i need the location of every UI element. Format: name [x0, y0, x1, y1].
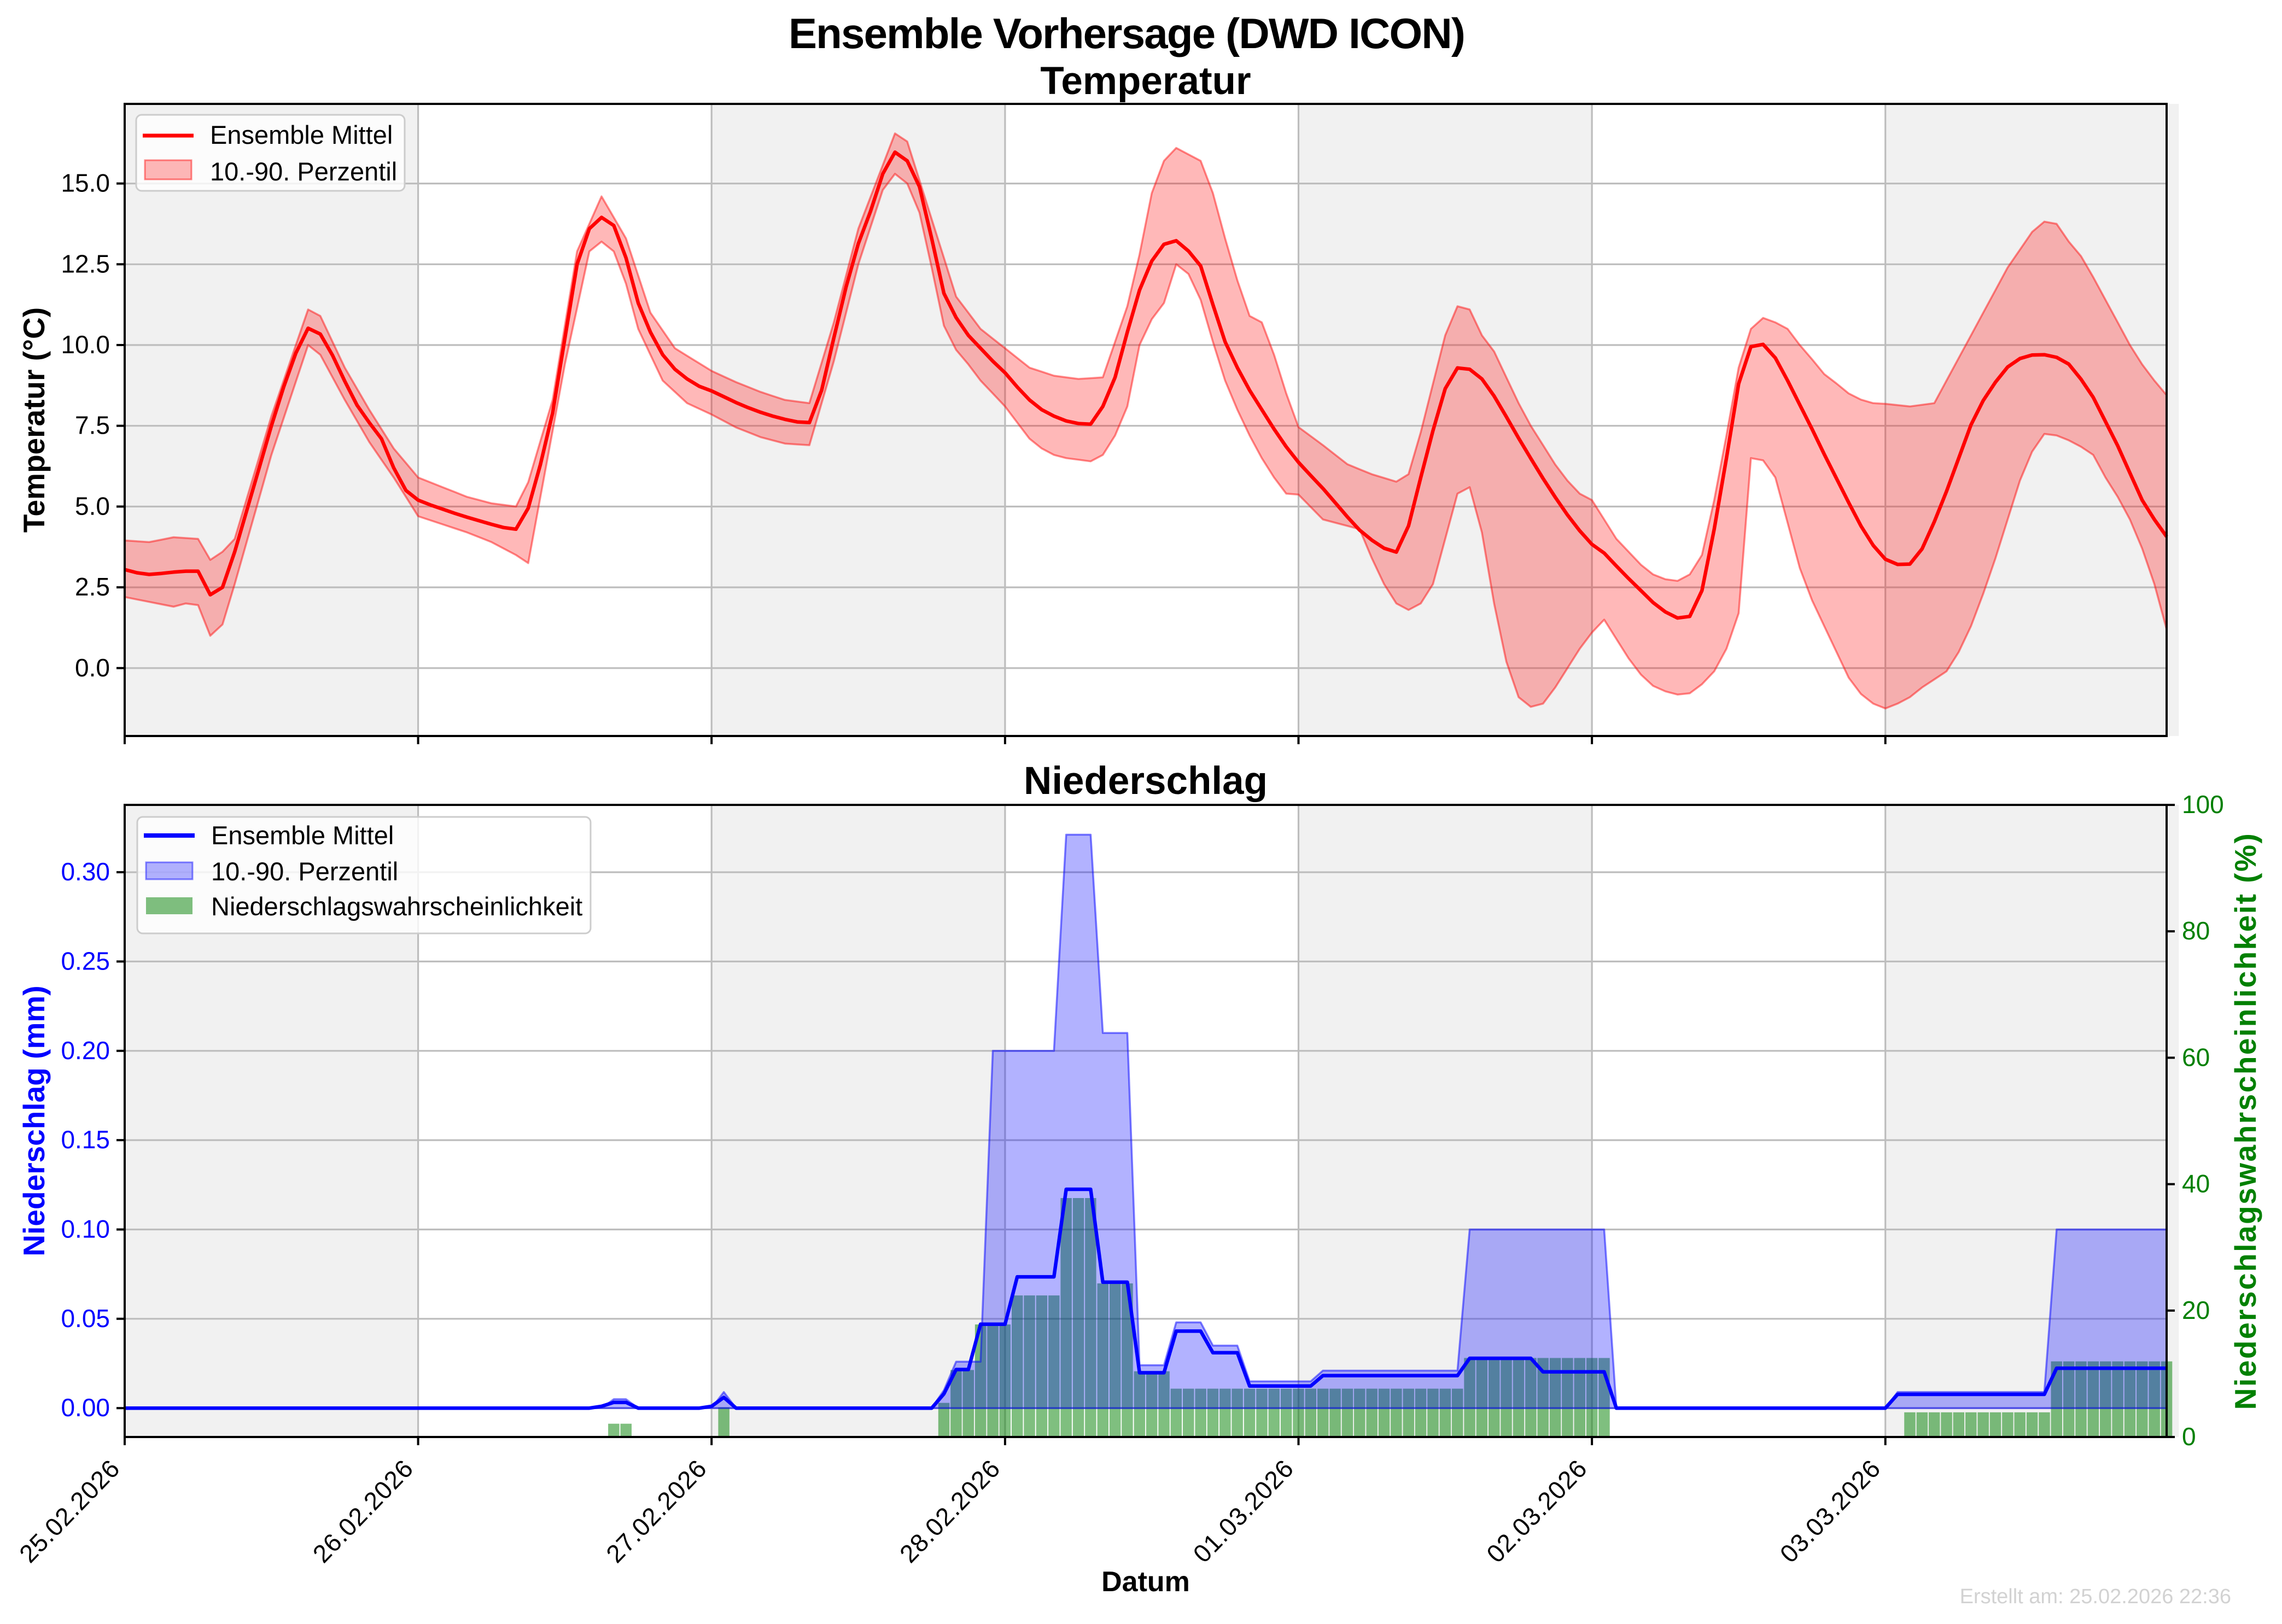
svg-text:15.0: 15.0 [61, 169, 110, 197]
svg-text:5.0: 5.0 [75, 492, 110, 520]
svg-text:Ensemble Mittel: Ensemble Mittel [210, 120, 393, 149]
svg-text:Niederschlagswahrscheinlichkei: Niederschlagswahrscheinlichkeit (%) [2228, 832, 2262, 1410]
svg-text:0.05: 0.05 [61, 1304, 110, 1333]
svg-text:Datum: Datum [1101, 1566, 1190, 1598]
svg-text:Niederschlagswahrscheinlichkei: Niederschlagswahrscheinlichkeit [211, 892, 582, 921]
svg-text:12.5: 12.5 [61, 249, 110, 278]
svg-text:60: 60 [2182, 1043, 2210, 1071]
svg-text:Ensemble Vorhersage (DWD ICON): Ensemble Vorhersage (DWD ICON) [789, 9, 1464, 57]
svg-text:Niederschlag: Niederschlag [1024, 760, 1268, 803]
svg-text:0.10: 0.10 [61, 1215, 110, 1243]
svg-text:2.5: 2.5 [75, 573, 110, 601]
svg-text:Erstellt am: 25.02.2026 22:36: Erstellt am: 25.02.2026 22:36 [1960, 1585, 2231, 1608]
svg-text:40: 40 [2182, 1170, 2210, 1198]
svg-text:0.30: 0.30 [61, 857, 110, 886]
svg-text:0.20: 0.20 [61, 1036, 110, 1065]
svg-text:0.25: 0.25 [61, 947, 110, 975]
svg-text:0.15: 0.15 [61, 1125, 110, 1154]
svg-text:Niederschlag (mm): Niederschlag (mm) [17, 985, 51, 1256]
svg-text:Temperatur: Temperatur [1040, 60, 1251, 103]
svg-text:0.0: 0.0 [75, 653, 110, 682]
svg-text:80: 80 [2182, 916, 2210, 945]
svg-text:100: 100 [2182, 790, 2224, 819]
svg-text:20: 20 [2182, 1296, 2210, 1324]
svg-text:10.0: 10.0 [61, 330, 110, 359]
svg-text:Temperatur (°C): Temperatur (°C) [17, 307, 51, 533]
svg-text:0.00: 0.00 [61, 1393, 110, 1422]
svg-text:10.-90. Perzentil: 10.-90. Perzentil [211, 857, 398, 886]
svg-text:10.-90. Perzentil: 10.-90. Perzentil [210, 157, 397, 186]
svg-text:Ensemble Mittel: Ensemble Mittel [211, 821, 394, 850]
svg-text:0: 0 [2182, 1422, 2196, 1451]
svg-text:7.5: 7.5 [75, 411, 110, 440]
